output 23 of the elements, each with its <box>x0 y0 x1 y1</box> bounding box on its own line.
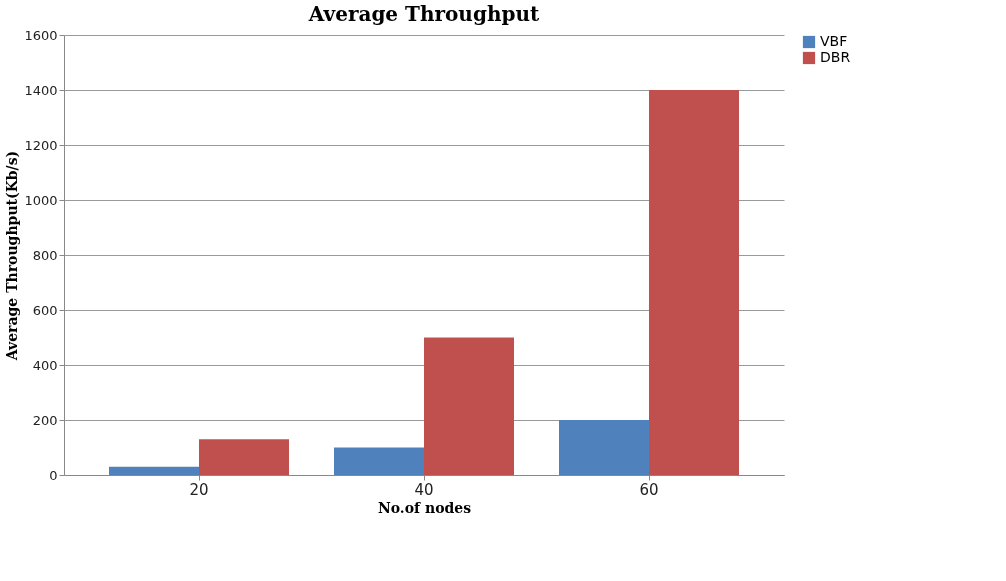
y-tick-label: 800 <box>32 247 58 263</box>
legend-label: VBF <box>820 33 848 49</box>
bar <box>334 447 424 475</box>
bar <box>649 90 739 475</box>
y-tick-label: 1600 <box>24 27 58 43</box>
y-tick-label: 1200 <box>24 137 58 153</box>
y-tick-label: 200 <box>32 412 58 428</box>
x-tick-label: 60 <box>639 480 659 499</box>
legend-label: DBR <box>820 49 851 65</box>
y-tick-label: 1000 <box>24 192 58 208</box>
bar <box>559 420 649 475</box>
bar <box>109 466 199 475</box>
bar <box>424 337 514 475</box>
y-tick-label: 600 <box>32 302 58 318</box>
bar <box>199 439 289 475</box>
y-tick-label: 1400 <box>24 82 58 98</box>
x-axis-title: No.of nodes <box>377 499 472 516</box>
x-tick-label: 20 <box>189 480 209 499</box>
x-tick-label: 40 <box>414 480 434 499</box>
chart-title: Average Throughput <box>307 2 540 26</box>
y-tick-label: 0 <box>49 467 58 483</box>
y-tick-label: 400 <box>32 357 58 373</box>
y-axis-title: Average Throughput(Kb/s) <box>4 150 21 362</box>
